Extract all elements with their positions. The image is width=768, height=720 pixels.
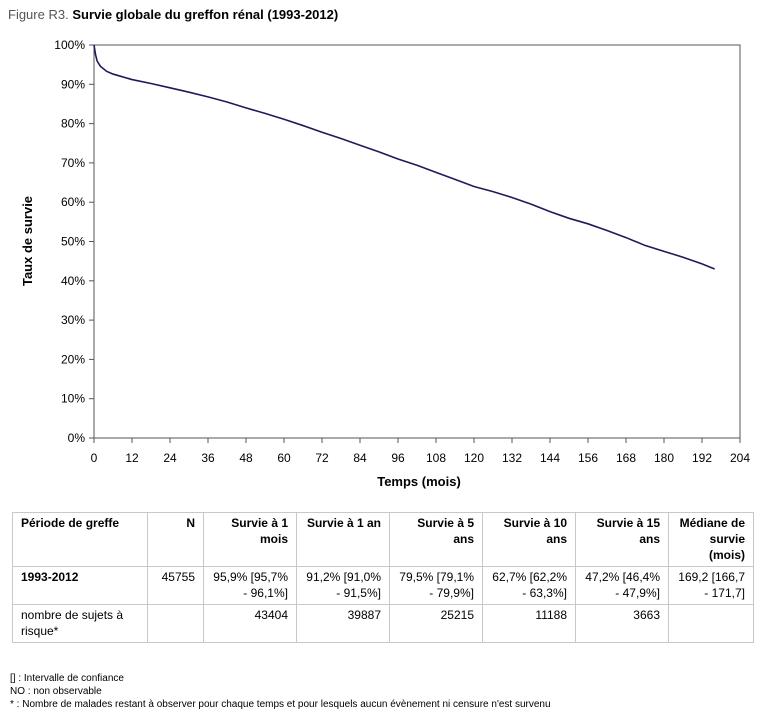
x-tick-label: 192 [692,451,712,465]
y-tick-label: 80% [61,117,85,131]
footnotes: [] : Intervalle de confiance NO : non ob… [10,672,551,711]
x-tick-label: 144 [540,451,560,465]
y-tick-label: 50% [61,235,85,249]
figure-label: Figure R3. [8,7,69,22]
table-cell: 11188 [482,604,576,643]
table-cell: 43404 [203,604,297,643]
y-axis-label: Taux de survie [20,196,35,286]
y-tick-label: 0% [68,431,86,445]
x-axis: 0 12 24 36 48 60 72 84 96 108 120 132 144 156 168 180 19… [91,438,750,465]
plot-frame [93,44,741,439]
survival-chart: 0% 10% 20% 30% 40% 50% 60% 70% 80% 90% 100% 0 12 24 3… [20,38,750,489]
figure-title-text: Survie globale du greffon rénal (1993-20… [72,7,339,22]
table-cell: 47,2% [46,4% - 47,9%] [575,566,669,605]
y-tick-label: 40% [61,274,85,288]
table-cell: 95,9% [95,7% - 96,1%] [203,566,297,605]
table-cell: 3663 [575,604,669,643]
x-tick-label: 24 [163,451,177,465]
table-cell: nombre de sujets à risque* [12,604,148,643]
table-row: nombre de sujets à risque* 43404 39887 2… [12,604,754,643]
x-tick-label: 120 [464,451,484,465]
y-tick-label: 60% [61,195,85,209]
table-header: Survie à 5 ans [389,512,483,567]
table-cell: 1993-2012 [12,566,148,605]
y-tick-label: 100% [54,38,85,52]
y-tick-label: 70% [61,156,85,170]
x-tick-label: 96 [391,451,405,465]
table-cell: 39887 [296,604,390,643]
table-header: N [147,512,204,567]
x-tick-label: 132 [502,451,522,465]
table-header: Période de greffe [12,512,148,567]
x-tick-label: 0 [91,451,98,465]
table-cell: 91,2% [91,0% - 91,5%] [296,566,390,605]
survival-table: Période de greffe N Survie à 1 mois Surv… [12,512,754,643]
table-cell: 79,5% [79,1% - 79,9%] [389,566,483,605]
y-tick-label: 20% [61,352,85,366]
footnote: [] : Intervalle de confiance [10,673,124,684]
x-tick-label: 12 [125,451,139,465]
table-header: Survie à 10 ans [482,512,576,567]
x-tick-label: 48 [239,451,253,465]
table-cell [147,604,204,643]
table-header: Médiane de survie (mois) [668,512,754,567]
x-tick-label: 60 [277,451,291,465]
y-tick-label: 30% [61,313,85,327]
x-tick-label: 84 [353,451,367,465]
table-cell: 62,7% [62,2% - 63,3%] [482,566,576,605]
survival-curve [93,44,715,270]
x-tick-label: 156 [578,451,598,465]
table-cell [668,604,754,643]
footnote: NO : non observable [10,686,102,697]
table-header-row: Période de greffe N Survie à 1 mois Surv… [12,512,754,567]
table-cell: 25215 [389,604,483,643]
x-axis-label: Temps (mois) [377,474,461,489]
table-row: 1993-2012 45755 95,9% [95,7% - 96,1%] 91… [12,566,754,605]
x-tick-label: 204 [730,451,750,465]
x-tick-label: 180 [654,451,674,465]
table-header: Survie à 1 mois [203,512,297,567]
table-header: Survie à 1 an [296,512,390,567]
y-axis: 0% 10% 20% 30% 40% 50% 60% 70% 80% 90% 100% [54,38,94,445]
x-tick-label: 108 [426,451,446,465]
y-tick-label: 90% [61,77,85,91]
x-tick-label: 36 [201,451,215,465]
figure-title: Figure R3. Survie globale du greffon rén… [8,7,338,22]
footnote: * : Nombre de malades restant à observer… [10,699,551,710]
table-header: Survie à 15 ans [575,512,669,567]
y-tick-label: 10% [61,392,85,406]
table-cell: 45755 [147,566,204,605]
x-tick-label: 72 [315,451,329,465]
x-tick-label: 168 [616,451,636,465]
table-cell: 169,2 [166,7 - 171,7] [668,566,754,605]
